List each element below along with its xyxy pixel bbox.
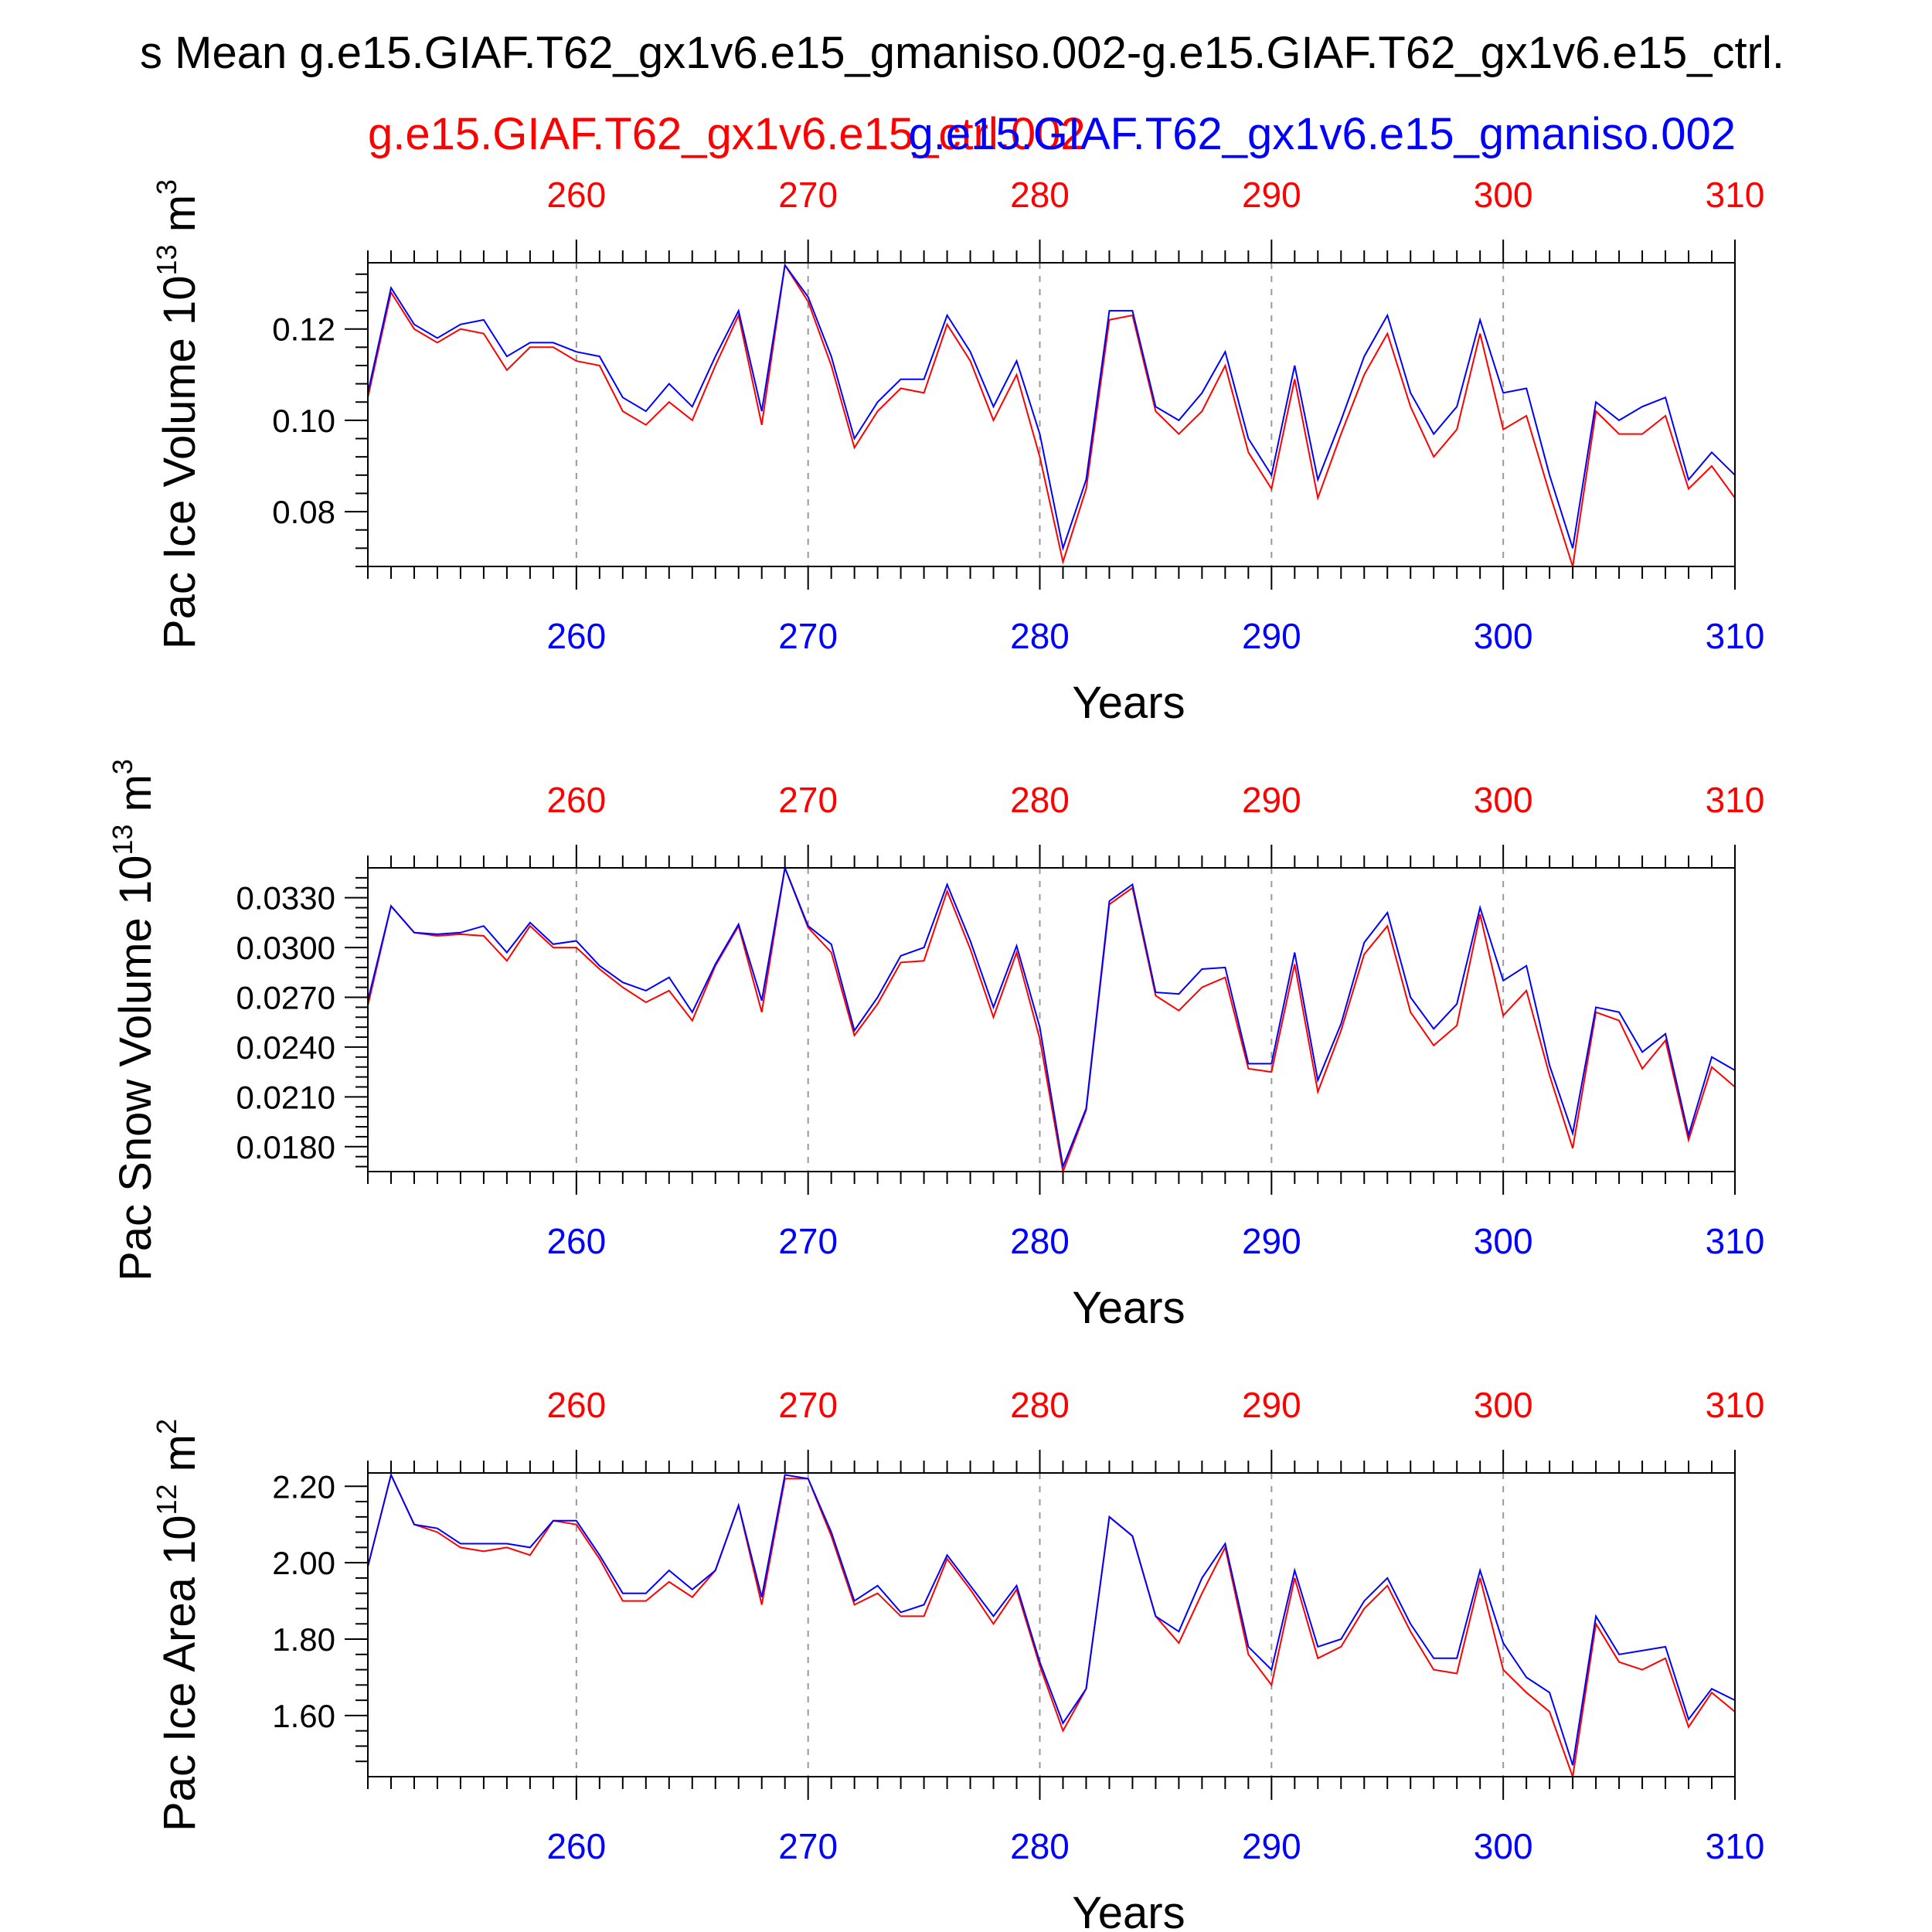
x-tick-label-top: 310 xyxy=(1706,780,1765,820)
x-tick-label-top: 280 xyxy=(1010,780,1070,820)
y-axis-title-main: Pac Snow Volume 10 xyxy=(111,855,161,1281)
x-tick-label-bottom: 290 xyxy=(1242,1221,1301,1261)
y-axis-title-main: Pac Ice Area 10 xyxy=(155,1515,205,1832)
x-tick-label-top: 300 xyxy=(1474,1385,1533,1425)
y-tick-label: 0.0270 xyxy=(236,980,335,1016)
x-tick-label-top: 260 xyxy=(546,1385,606,1425)
y-tick-label: 0.10 xyxy=(272,403,335,439)
x-tick-label-top: 270 xyxy=(778,1385,838,1425)
y-tick-label: 0.0210 xyxy=(236,1079,335,1115)
y-axis-title-exponent: 12 xyxy=(151,1484,182,1515)
y-axis-title-unit-exponent: 3 xyxy=(107,759,138,774)
chart-panel-1: 0.08 0.10 0.12 260 260 270 270 280 280 290 290 300 3… xyxy=(151,175,1764,728)
y-tick-label: 0.0180 xyxy=(236,1129,335,1165)
y-axis-title: Pac Ice Volume 1013 m3 xyxy=(151,179,205,649)
chart-panel-3: 1.60 1.80 2.00 2.20 260 260 270 270 280 280 290 290… xyxy=(151,1385,1764,1932)
series-line-red xyxy=(367,865,1736,1175)
y-axis-title-unit: m xyxy=(155,1434,205,1484)
x-tick-label-bottom: 310 xyxy=(1706,616,1765,656)
y-tick-label: 0.0300 xyxy=(236,930,335,966)
x-tick-label-top: 280 xyxy=(1010,1385,1070,1425)
y-axis-title-exponent: 13 xyxy=(151,244,182,275)
x-tick-label-bottom: 270 xyxy=(778,1221,838,1261)
y-tick-label: 0.12 xyxy=(272,311,335,348)
y-tick-label: 1.80 xyxy=(272,1621,335,1658)
x-tick-label-bottom: 270 xyxy=(778,616,838,656)
plot-frame xyxy=(367,262,1736,567)
y-axis-title: Pac Ice Area 1012 m2 xyxy=(151,1419,205,1832)
x-axis-title: Years xyxy=(1072,1888,1185,1932)
x-tick-label-bottom: 270 xyxy=(778,1826,838,1866)
chart-panel-2: 0.0180 0.0210 0.0240 0.0270 0.0300 0.0330 260 2… xyxy=(107,759,1764,1333)
x-tick-label-top: 290 xyxy=(1242,175,1301,215)
legend-blue-label: g.e15.GIAF.T62_gx1v6.e15_gmaniso.002 xyxy=(908,109,1736,159)
series-line-red xyxy=(367,1472,1736,1777)
y-axis-title-unit-exponent: 3 xyxy=(151,179,182,195)
y-axis-title-main: Pac Ice Volume 10 xyxy=(155,275,205,649)
x-tick-label-top: 260 xyxy=(546,175,606,215)
x-tick-label-bottom: 260 xyxy=(546,616,606,656)
x-tick-label-bottom: 290 xyxy=(1242,1826,1301,1866)
y-tick-label: 2.00 xyxy=(272,1545,335,1581)
y-tick-label: 0.08 xyxy=(272,494,335,530)
series-line-blue xyxy=(367,865,1736,1170)
series-line-blue xyxy=(367,1472,1736,1766)
x-tick-label-top: 300 xyxy=(1474,175,1533,215)
legend-red-label: g.e15.GIAF.T62_gx1v6.e15_ctrl.002 xyxy=(368,109,1086,159)
x-tick-label-top: 290 xyxy=(1242,780,1301,820)
x-tick-label-bottom: 290 xyxy=(1242,616,1301,656)
x-tick-label-bottom: 260 xyxy=(546,1826,606,1866)
x-tick-label-top: 310 xyxy=(1706,1385,1765,1425)
y-axis-title-unit-exponent: 2 xyxy=(151,1419,182,1434)
x-tick-label-top: 260 xyxy=(546,780,606,820)
y-axis-title-exponent: 13 xyxy=(107,825,138,855)
x-tick-label-top: 290 xyxy=(1242,1385,1301,1425)
x-axis-title: Years xyxy=(1072,678,1185,728)
x-axis-title: Years xyxy=(1072,1283,1185,1333)
x-tick-label-bottom: 280 xyxy=(1010,1826,1070,1866)
x-tick-label-bottom: 280 xyxy=(1010,1221,1070,1261)
series-line-blue xyxy=(367,263,1736,552)
x-tick-label-bottom: 300 xyxy=(1474,616,1533,656)
series-line-red xyxy=(367,263,1736,567)
panels: 0.08 0.10 0.12 260 260 270 270 280 280 290 290 300 3… xyxy=(107,175,1764,1932)
x-tick-label-top: 270 xyxy=(778,780,838,820)
y-axis-title-unit: m xyxy=(111,774,161,824)
x-tick-label-bottom: 310 xyxy=(1706,1826,1765,1866)
figure-title: s Mean g.e15.GIAF.T62_gx1v6.e15_gmaniso.… xyxy=(140,28,1784,78)
plot-frame xyxy=(367,1472,1736,1777)
x-tick-label-top: 300 xyxy=(1474,780,1533,820)
x-tick-label-bottom: 280 xyxy=(1010,616,1070,656)
x-tick-label-bottom: 300 xyxy=(1474,1221,1533,1261)
x-tick-label-bottom: 300 xyxy=(1474,1826,1533,1866)
y-axis-title: Pac Snow Volume 1013 m3 xyxy=(107,759,161,1281)
x-tick-label-bottom: 260 xyxy=(546,1221,606,1261)
y-tick-label: 0.0330 xyxy=(236,880,335,917)
plot-frame xyxy=(367,867,1736,1172)
x-tick-label-bottom: 310 xyxy=(1706,1221,1765,1261)
x-tick-label-top: 310 xyxy=(1706,175,1765,215)
x-tick-label-top: 280 xyxy=(1010,175,1070,215)
x-tick-label-top: 270 xyxy=(778,175,838,215)
y-tick-label: 2.20 xyxy=(272,1468,335,1505)
y-tick-label: 1.60 xyxy=(272,1698,335,1734)
y-tick-label: 0.0240 xyxy=(236,1029,335,1066)
y-axis-title-unit: m xyxy=(155,195,205,244)
